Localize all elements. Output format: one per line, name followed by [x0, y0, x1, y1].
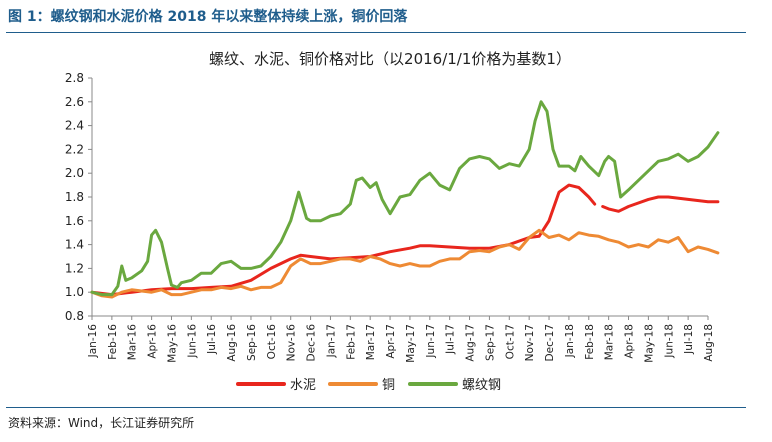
- x-tick-label: Jan-17: [325, 324, 337, 358]
- bottom-divider: [6, 407, 746, 408]
- x-axis: Jan-16 Feb-16 Mar-16 Apr-16 May-16 Jun-16 Jul-…: [87, 315, 715, 363]
- legend-label-rebar: 螺纹钢: [462, 378, 501, 393]
- line-chart: 螺纹、水泥、铜价格对比（以2016/1/1价格为基数1） 0.8 1.0 1.2 1.…: [65, 50, 720, 393]
- source-note: 资料来源：Wind，长江证券研究所: [8, 416, 195, 430]
- x-tick-label: Jan-16: [87, 324, 99, 359]
- y-tick-label: 1.6: [65, 214, 84, 228]
- x-tick-label: Apr-18: [624, 324, 636, 359]
- x-tick-label: Aug-16: [226, 324, 238, 362]
- y-axis: 0.8 1.0 1.2 1.4 1.6 1.8 2.0 2.2 2.4 2.6 2.8: [65, 71, 93, 323]
- series-layer: [90, 100, 720, 299]
- x-tick-label: Nov-17: [524, 324, 536, 361]
- series-line-cement: [90, 183, 597, 297]
- x-tick-label: Nov-16: [286, 324, 298, 362]
- x-tick-label: Jun-18: [663, 324, 675, 359]
- figure-title: 图 1：螺纹钢和水泥价格 2018 年以来整体持续上涨，铜价回落: [8, 9, 408, 25]
- x-tick-label: Jul-16: [206, 324, 218, 355]
- x-tick-label: May-16: [166, 324, 178, 363]
- series-line-cement: [601, 195, 720, 213]
- x-tick-label: Jun-17: [425, 324, 437, 359]
- x-tick-label: Jul-18: [683, 324, 695, 355]
- x-tick-label: Feb-17: [345, 324, 357, 360]
- x-tick-label: Sep-17: [484, 324, 496, 361]
- x-tick-label: Feb-18: [584, 324, 596, 360]
- x-tick-label: Mar-16: [127, 324, 139, 361]
- x-tick-label: Feb-16: [107, 324, 119, 360]
- legend-label-copper: 铜: [382, 378, 395, 393]
- x-tick-label: Aug-18: [703, 324, 715, 362]
- x-tick-label: Oct-17: [504, 324, 516, 359]
- x-tick-label: Mar-17: [365, 324, 377, 360]
- x-tick-label: Dec-16: [306, 324, 318, 362]
- x-tick-label: Aug-17: [465, 324, 477, 362]
- legend: 水泥 铜 螺纹钢: [236, 378, 501, 393]
- y-tick-label: 1.4: [65, 238, 84, 252]
- x-tick-label: Jan-18: [564, 324, 576, 358]
- y-tick-label: 2.4: [65, 119, 84, 133]
- legend-label-cement: 水泥: [290, 378, 316, 393]
- y-tick-label: 2.2: [65, 142, 84, 156]
- y-tick-label: 2.0: [65, 166, 84, 180]
- x-tick-label: Mar-18: [604, 324, 616, 360]
- x-tick-label: Sep-16: [246, 324, 258, 361]
- series-line-rebar: [90, 100, 720, 297]
- x-tick-label: May-18: [643, 324, 655, 363]
- x-tick-label: Oct-16: [266, 324, 278, 360]
- y-tick-label: 1.2: [65, 261, 84, 275]
- y-tick-label: 1.8: [65, 190, 84, 204]
- x-tick-label: Jul-17: [445, 324, 457, 355]
- x-tick-label: Apr-16: [147, 324, 159, 359]
- x-tick-label: May-17: [405, 324, 417, 363]
- y-tick-label: 1.0: [65, 285, 84, 299]
- x-tick-label: Jun-16: [186, 324, 198, 359]
- y-tick-label: 0.8: [65, 309, 84, 323]
- y-tick-label: 2.6: [65, 95, 84, 109]
- chart-title: 螺纹、水泥、铜价格对比（以2016/1/1价格为基数1）: [209, 50, 571, 68]
- series-line-copper: [90, 228, 720, 299]
- y-tick-label: 2.8: [65, 71, 84, 85]
- x-tick-label: Apr-17: [385, 324, 397, 359]
- x-tick-label: Dec-17: [544, 324, 556, 361]
- top-divider: [6, 32, 746, 33]
